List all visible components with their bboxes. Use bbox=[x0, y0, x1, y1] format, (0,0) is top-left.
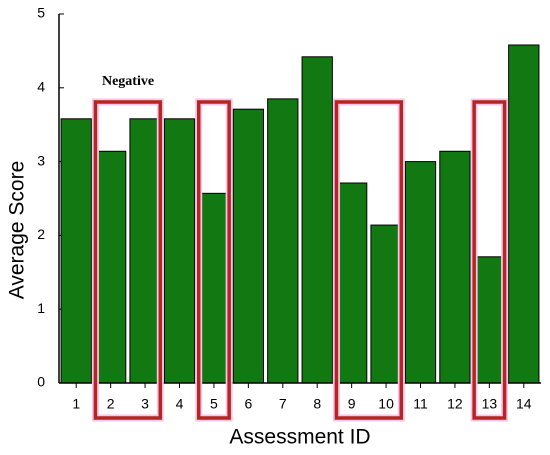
x-tick-label: 2 bbox=[107, 396, 115, 412]
bar bbox=[198, 192, 230, 384]
x-tick-label: 9 bbox=[348, 396, 356, 412]
y-tick-label: 0 bbox=[37, 374, 45, 390]
bar bbox=[335, 182, 368, 384]
x-tick-label: 7 bbox=[279, 396, 287, 412]
y-tick-label: 1 bbox=[37, 300, 45, 316]
bar bbox=[508, 44, 540, 384]
x-tick-label: 13 bbox=[482, 396, 498, 412]
x-tick-label: 10 bbox=[378, 396, 394, 412]
bar bbox=[473, 256, 506, 384]
x-tick-label: 5 bbox=[210, 396, 218, 412]
x-tick-label: 12 bbox=[447, 396, 463, 412]
highlight-box bbox=[334, 100, 404, 420]
x-tick-label: 8 bbox=[313, 396, 321, 412]
y-tick-label: 5 bbox=[37, 5, 45, 21]
x-axis-title: Assessment ID bbox=[229, 426, 370, 449]
bar bbox=[370, 224, 402, 384]
x-tick-label: 14 bbox=[516, 396, 532, 412]
y-tick-label: 4 bbox=[37, 79, 45, 95]
x-tick-label: 4 bbox=[176, 396, 184, 412]
bar bbox=[94, 150, 127, 384]
highlight-box bbox=[93, 100, 163, 420]
annotation: Negative bbox=[102, 74, 154, 89]
y-axis-title: Average Score bbox=[6, 161, 29, 300]
bar bbox=[267, 98, 299, 384]
bar bbox=[404, 161, 437, 384]
y-tick-label: 2 bbox=[37, 226, 45, 242]
bar bbox=[129, 118, 161, 384]
bar bbox=[439, 150, 471, 384]
bar bbox=[60, 118, 92, 384]
x-tick-label: 1 bbox=[72, 396, 80, 412]
x-tick-label: 3 bbox=[141, 396, 149, 412]
highlight-box bbox=[196, 100, 231, 420]
highlight-box bbox=[472, 100, 507, 420]
bar bbox=[301, 56, 333, 384]
bar bbox=[163, 118, 196, 384]
x-tick-label: 6 bbox=[244, 396, 252, 412]
y-tick-label: 3 bbox=[37, 152, 45, 168]
bar bbox=[232, 108, 265, 384]
x-tick-label: 11 bbox=[413, 396, 428, 412]
